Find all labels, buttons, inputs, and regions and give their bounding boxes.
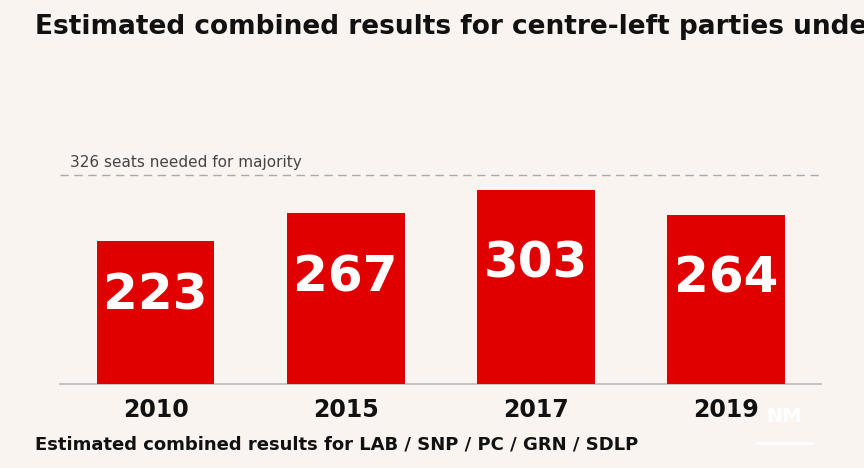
Bar (667, 215, 785, 384)
Text: NM: NM (766, 407, 803, 426)
Text: 264: 264 (674, 255, 778, 303)
Text: 267: 267 (294, 254, 397, 302)
Bar (287, 213, 404, 384)
Bar (477, 190, 594, 384)
Text: Estimated combined results for LAB / SNP / PC / GRN / SDLP: Estimated combined results for LAB / SNP… (35, 436, 638, 454)
Text: 326 seats needed for majority: 326 seats needed for majority (70, 155, 302, 170)
Text: Estimated combined results for centre-left parties under PR: Estimated combined results for centre-le… (35, 14, 864, 40)
Bar (97, 241, 214, 384)
Text: 223: 223 (104, 271, 207, 319)
Text: 303: 303 (484, 240, 588, 287)
